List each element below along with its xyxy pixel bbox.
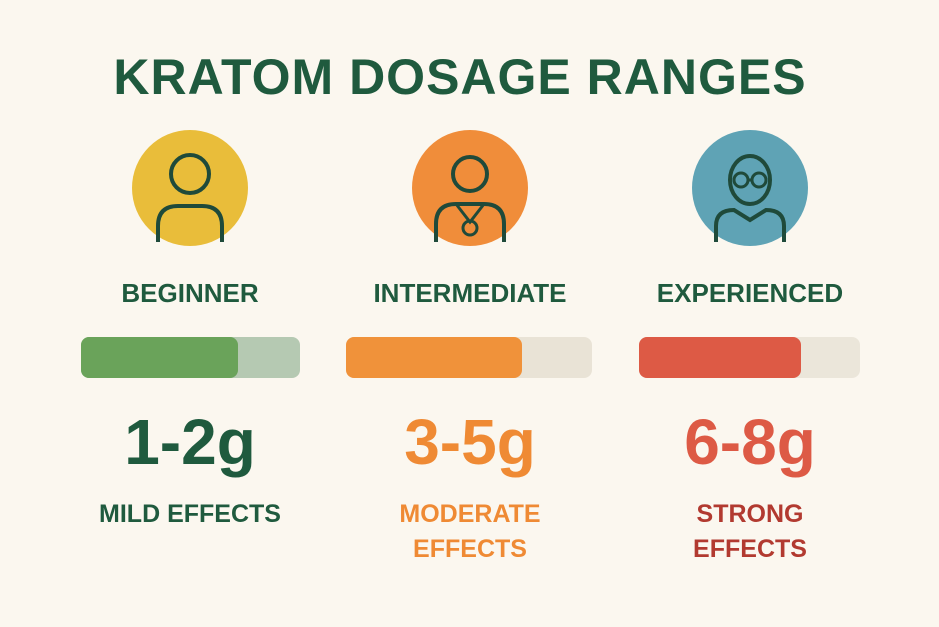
title: KRATOM DOSAGE RANGES — [113, 49, 807, 105]
progress-track — [639, 337, 860, 378]
progress-track — [346, 337, 592, 378]
effect-line: EFFECTS — [413, 535, 527, 563]
icon — [412, 130, 528, 246]
level-card: INTERMEDIATE 3-5g MODERATE EFFECTS — [330, 0, 610, 627]
effect: MODERATE EFFECTS — [330, 497, 610, 567]
progress-track — [81, 337, 300, 378]
effect: MILD EFFECTS — [50, 497, 330, 532]
effect-line: EFFECTS — [693, 535, 807, 563]
level-label: INTERMEDIATE — [373, 278, 567, 308]
dose: 1-2g — [124, 406, 256, 478]
effect: STRONG EFFECTS — [610, 497, 890, 567]
icon — [692, 130, 808, 246]
level-label: EXPERIENCED — [656, 278, 844, 308]
level-label: BEGINNER — [121, 278, 259, 308]
effect-line: STRONG — [696, 500, 804, 528]
icon — [132, 130, 248, 246]
progress-fill — [346, 337, 522, 378]
dose: 3-5g — [404, 406, 536, 478]
effect-line: MILD EFFECTS — [99, 500, 281, 528]
level-card: BEGINNER 1-2g MILD EFFECTS — [50, 0, 330, 627]
dose: 6-8g — [684, 406, 816, 478]
progress-fill — [639, 337, 801, 378]
effect-line: MODERATE — [399, 500, 541, 528]
progress-fill — [81, 337, 238, 378]
level-card: EXPERIENCED 6-8g STRONG EFFECTS — [610, 0, 890, 627]
